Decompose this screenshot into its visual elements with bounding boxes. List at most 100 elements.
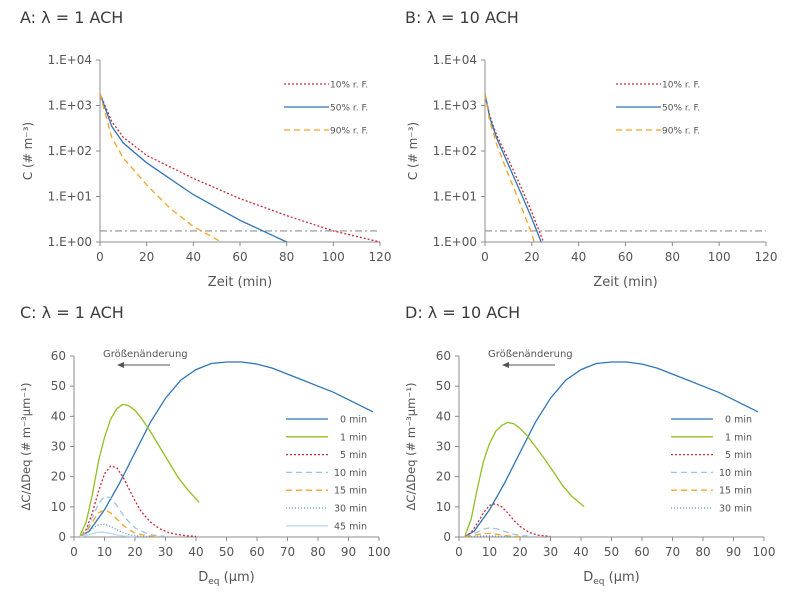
- legend-label: 10% r. F.: [662, 81, 700, 91]
- y-tick-label: 40: [51, 409, 66, 423]
- series-line-1-min: [464, 421, 585, 536]
- x-axis-label: Zeit (min): [208, 275, 272, 290]
- legend-label: 10% r. F.: [330, 81, 368, 91]
- legend-label: 50% r. F.: [662, 104, 700, 114]
- x-tick-label: 120: [755, 250, 778, 264]
- x-tick-label: 0: [70, 545, 78, 559]
- series-line-10-min: [79, 495, 166, 538]
- legend-label: 0 min: [340, 415, 367, 426]
- x-axis-label: Deq (μm): [198, 570, 254, 587]
- y-tick-label: 50: [436, 379, 451, 393]
- x-axis-label: Deq (μm): [583, 570, 639, 587]
- series-line-0-min: [79, 361, 374, 537]
- y-tick-label: 1.E+04: [48, 53, 92, 67]
- x-tick-label: 10: [482, 545, 497, 559]
- panel-c-title: C: λ = 1 ACH: [20, 303, 124, 322]
- x-tick-label: 0: [96, 250, 104, 264]
- y-tick-label: 60: [51, 349, 66, 363]
- legend-label: 1 min: [725, 432, 752, 443]
- y-tick-label: 1.E+04: [433, 53, 477, 67]
- series-line-50-r-f-: [99, 93, 287, 243]
- y-tick-label: 0: [58, 530, 66, 544]
- x-tick-label: 50: [219, 545, 234, 559]
- x-tick-label: 20: [512, 545, 527, 559]
- y-tick-label: 30: [51, 440, 66, 454]
- y-tick-label: 1.E+01: [48, 190, 92, 204]
- x-tick-label: 20: [127, 545, 142, 559]
- legend-label: 30 min: [334, 504, 367, 515]
- panel-b-title: B: λ = 10 ACH: [405, 8, 519, 27]
- y-axis-label: ΔC/ΔDeq (# m⁻³μm⁻¹): [19, 383, 33, 511]
- legend-label: 90% r. F.: [330, 127, 368, 137]
- series-line-30-min: [79, 523, 151, 538]
- series-line-10-r-f-: [484, 93, 545, 243]
- x-tick-label: 80: [310, 545, 325, 559]
- y-tick-label: 30: [436, 440, 451, 454]
- legend-label: 30 min: [719, 504, 752, 515]
- legend-label: 10 min: [719, 468, 752, 479]
- panel-c: C: λ = 1 ACH 0 10 20 30 40 50 60 70 80 90 100 0 10 20…: [0, 300, 400, 600]
- series-line-1-min: [79, 403, 200, 536]
- y-tick-label: 1.E+01: [433, 190, 477, 204]
- series-line-10-r-f-: [99, 93, 381, 243]
- series-line-0-min: [464, 361, 759, 537]
- x-tick-label: 0: [455, 545, 463, 559]
- legend-label: 45 min: [334, 521, 367, 532]
- panel-b-plot: 0 20 40 60 80 100 120 1.E+00 1.E+01 1.E+02 1.E+03 1…: [406, 53, 778, 290]
- x-tick-label: 40: [186, 250, 201, 264]
- x-tick-label: 10: [97, 545, 112, 559]
- panel-a-title: A: λ = 1 ACH: [20, 8, 124, 27]
- x-tick-label: 20: [524, 250, 539, 264]
- legend-label: 50% r. F.: [330, 104, 368, 114]
- y-tick-label: 10: [51, 500, 66, 514]
- x-tick-label: 60: [249, 545, 264, 559]
- panel-c-plot: 0 10 20 30 40 50 60 70 80 90 100 0 10 20 30 40 50 60 0 min…: [19, 349, 391, 587]
- series-line-5-min: [464, 503, 551, 538]
- legend-label: 15 min: [334, 486, 367, 497]
- x-tick-label: 20: [139, 250, 154, 264]
- legend-label: 10 min: [334, 468, 367, 479]
- x-tick-label: 0: [481, 250, 489, 264]
- x-tick-label: 100: [322, 250, 345, 264]
- x-tick-label: 90: [341, 545, 356, 559]
- x-tick-label: 70: [280, 545, 295, 559]
- series-line-45-min: [79, 531, 136, 538]
- y-tick-label: 60: [436, 349, 451, 363]
- panel-a-plot: 0 20 40 60 80 100 120 1.E+00 1.E+01 1.E+02 1.E+03 1…: [21, 53, 391, 290]
- y-tick-label: 1.E+00: [433, 235, 477, 249]
- x-tick-label: 100: [368, 545, 391, 559]
- x-tick-label: 30: [543, 545, 558, 559]
- x-tick-label: 40: [573, 545, 588, 559]
- y-tick-label: 40: [436, 409, 451, 423]
- x-tick-label: 70: [665, 545, 680, 559]
- x-tick-label: 90: [726, 545, 741, 559]
- series-line-5-min: [79, 465, 197, 538]
- x-tick-label: 60: [232, 250, 247, 264]
- annotation-label: Größenänderung: [103, 349, 188, 360]
- x-tick-label: 40: [571, 250, 586, 264]
- annotation-arrowhead: [117, 362, 124, 368]
- y-tick-label: 1.E+03: [433, 99, 477, 113]
- y-tick-label: 50: [51, 379, 66, 393]
- legend-label: 5 min: [725, 450, 752, 461]
- y-tick-label: 1.E+00: [48, 235, 92, 249]
- series-line-90-r-f-: [99, 93, 222, 243]
- x-tick-label: 60: [634, 545, 649, 559]
- series-line-30-min: [465, 535, 511, 538]
- legend-label: 5 min: [340, 450, 367, 461]
- panel-b: B: λ = 10 ACH 0 20 40 60 80 100 120 1.E+00 1.E+0…: [385, 0, 800, 300]
- x-tick-label: 100: [708, 250, 731, 264]
- x-tick-label: 60: [618, 250, 633, 264]
- x-tick-label: 50: [604, 545, 619, 559]
- x-axis-label: Zeit (min): [593, 275, 657, 290]
- series-line-50-r-f-: [484, 93, 542, 243]
- panel-a: A: λ = 1 ACH 0 20 40 60 80 100 120 1.E+00 1.E+01…: [0, 0, 400, 300]
- x-tick-label: 30: [158, 545, 173, 559]
- y-tick-label: 1.E+03: [48, 99, 92, 113]
- series-line-90-r-f-: [484, 93, 535, 243]
- legend-label: 90% r. F.: [662, 127, 700, 137]
- annotation-arrowhead: [502, 362, 509, 368]
- series-line-15-min: [465, 532, 521, 538]
- x-tick-label: 80: [665, 250, 680, 264]
